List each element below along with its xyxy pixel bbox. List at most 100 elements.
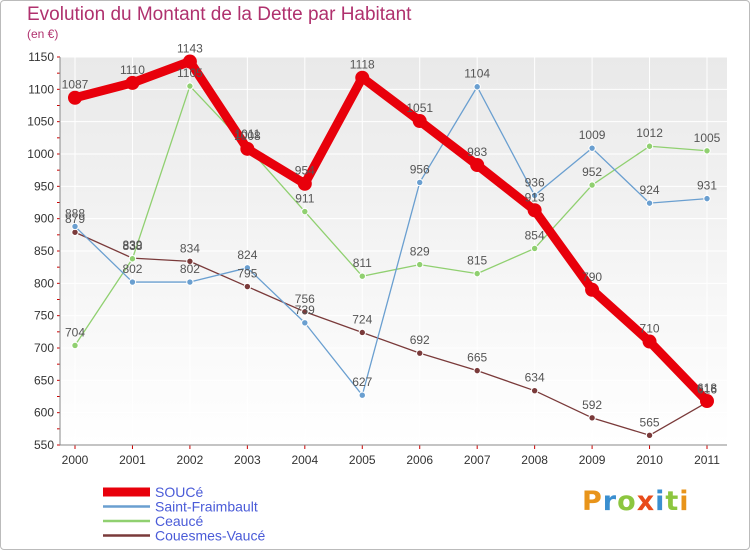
data-label: 790 bbox=[582, 270, 602, 284]
data-label: 724 bbox=[352, 312, 372, 326]
x-tick-label: 2006 bbox=[406, 453, 433, 467]
data-point bbox=[470, 157, 485, 172]
series-line-1 bbox=[74, 86, 708, 396]
data-point bbox=[703, 147, 711, 155]
data-label: 954 bbox=[295, 164, 315, 178]
data-label: 592 bbox=[582, 398, 602, 412]
data-label: 956 bbox=[410, 162, 430, 176]
data-point bbox=[358, 272, 366, 280]
data-label: 795 bbox=[237, 267, 257, 281]
data-label: 838 bbox=[122, 239, 142, 253]
data-label: 879 bbox=[65, 212, 85, 226]
data-point bbox=[297, 176, 312, 191]
data-point bbox=[642, 334, 657, 349]
y-tick-label: 800 bbox=[34, 276, 54, 290]
y-tick-label: 1050 bbox=[27, 115, 54, 129]
series-line-3 bbox=[74, 231, 708, 436]
data-point bbox=[416, 349, 424, 357]
data-label: 710 bbox=[640, 322, 660, 336]
x-tick-label: 2003 bbox=[234, 453, 261, 467]
y-tick-label: 1150 bbox=[28, 50, 54, 64]
legend-label: SOUCé bbox=[155, 484, 203, 500]
data-label: 627 bbox=[352, 375, 372, 389]
data-point bbox=[355, 70, 370, 85]
data-label: 1110 bbox=[120, 63, 145, 77]
data-point bbox=[416, 260, 424, 269]
data-label: 983 bbox=[467, 145, 487, 159]
data-label: 739 bbox=[295, 303, 315, 317]
x-tick-label: 2009 bbox=[579, 453, 606, 467]
data-label: 1105 bbox=[177, 66, 203, 80]
data-label: 616 bbox=[697, 382, 717, 396]
data-label: 565 bbox=[640, 415, 660, 429]
data-label: 1008 bbox=[234, 129, 261, 143]
legend-label: Couesmes-Vaucé bbox=[155, 528, 265, 544]
data-label: 634 bbox=[525, 371, 545, 385]
data-point bbox=[182, 54, 197, 69]
data-label: 952 bbox=[582, 165, 602, 179]
legend-label: Ceaucé bbox=[155, 513, 203, 529]
data-label: 1104 bbox=[464, 67, 490, 81]
data-label: 692 bbox=[410, 333, 430, 347]
y-tick-label: 900 bbox=[34, 212, 54, 226]
x-tick-label: 2002 bbox=[177, 453, 204, 467]
y-tick-label: 700 bbox=[34, 341, 54, 355]
data-point bbox=[416, 178, 424, 187]
data-point bbox=[243, 264, 252, 272]
legend-label: Saint-Fraimbault bbox=[155, 499, 258, 515]
data-point bbox=[530, 386, 539, 395]
data-point bbox=[186, 82, 194, 90]
data-label: 1009 bbox=[579, 128, 606, 142]
data-point bbox=[301, 308, 309, 316]
data-point bbox=[301, 207, 309, 216]
y-tick-label: 1100 bbox=[28, 82, 54, 96]
chart-title: Evolution du Montant de la Dette par Hab… bbox=[27, 4, 412, 25]
data-point bbox=[645, 431, 654, 439]
data-label: 913 bbox=[525, 190, 545, 204]
data-label: 1143 bbox=[177, 42, 203, 56]
data-label: 839 bbox=[122, 238, 142, 252]
y-axis-unit: (en €) bbox=[27, 27, 59, 41]
data-label: 756 bbox=[295, 292, 315, 306]
data-label: 1051 bbox=[406, 101, 433, 115]
data-label: 704 bbox=[65, 325, 85, 339]
data-label: 618 bbox=[697, 381, 717, 395]
data-point bbox=[412, 114, 427, 129]
x-tick-label: 2010 bbox=[636, 453, 663, 467]
data-point bbox=[588, 144, 596, 152]
data-point bbox=[358, 328, 366, 337]
x-tick-label: 2004 bbox=[291, 453, 318, 467]
data-point bbox=[645, 199, 654, 207]
data-point bbox=[473, 366, 481, 375]
data-point bbox=[186, 278, 194, 286]
data-point bbox=[125, 75, 140, 90]
data-point bbox=[588, 181, 596, 189]
data-label: 824 bbox=[237, 248, 257, 262]
data-point bbox=[186, 257, 194, 266]
data-point bbox=[585, 282, 600, 297]
data-label: 665 bbox=[467, 351, 487, 365]
data-point bbox=[243, 282, 252, 291]
y-tick-label: 1000 bbox=[27, 147, 54, 161]
data-point bbox=[71, 222, 79, 231]
data-label: 1012 bbox=[636, 126, 663, 140]
data-label: 1011 bbox=[234, 127, 260, 141]
y-tick-label: 650 bbox=[34, 373, 54, 387]
y-tick-label: 600 bbox=[34, 406, 54, 420]
data-point bbox=[703, 194, 711, 203]
data-point bbox=[473, 269, 481, 278]
x-tick-label: 2000 bbox=[62, 453, 89, 467]
data-point bbox=[645, 142, 654, 150]
data-point bbox=[301, 319, 309, 327]
data-label: 834 bbox=[180, 241, 200, 255]
data-label: 854 bbox=[525, 228, 545, 242]
data-point bbox=[68, 90, 82, 105]
data-label: 1005 bbox=[694, 131, 721, 145]
data-point bbox=[128, 255, 137, 263]
data-point bbox=[700, 394, 714, 409]
y-tick-label: 850 bbox=[34, 244, 54, 258]
data-point bbox=[588, 414, 596, 422]
y-tick-label: 950 bbox=[34, 179, 54, 193]
data-label: 815 bbox=[467, 254, 487, 268]
